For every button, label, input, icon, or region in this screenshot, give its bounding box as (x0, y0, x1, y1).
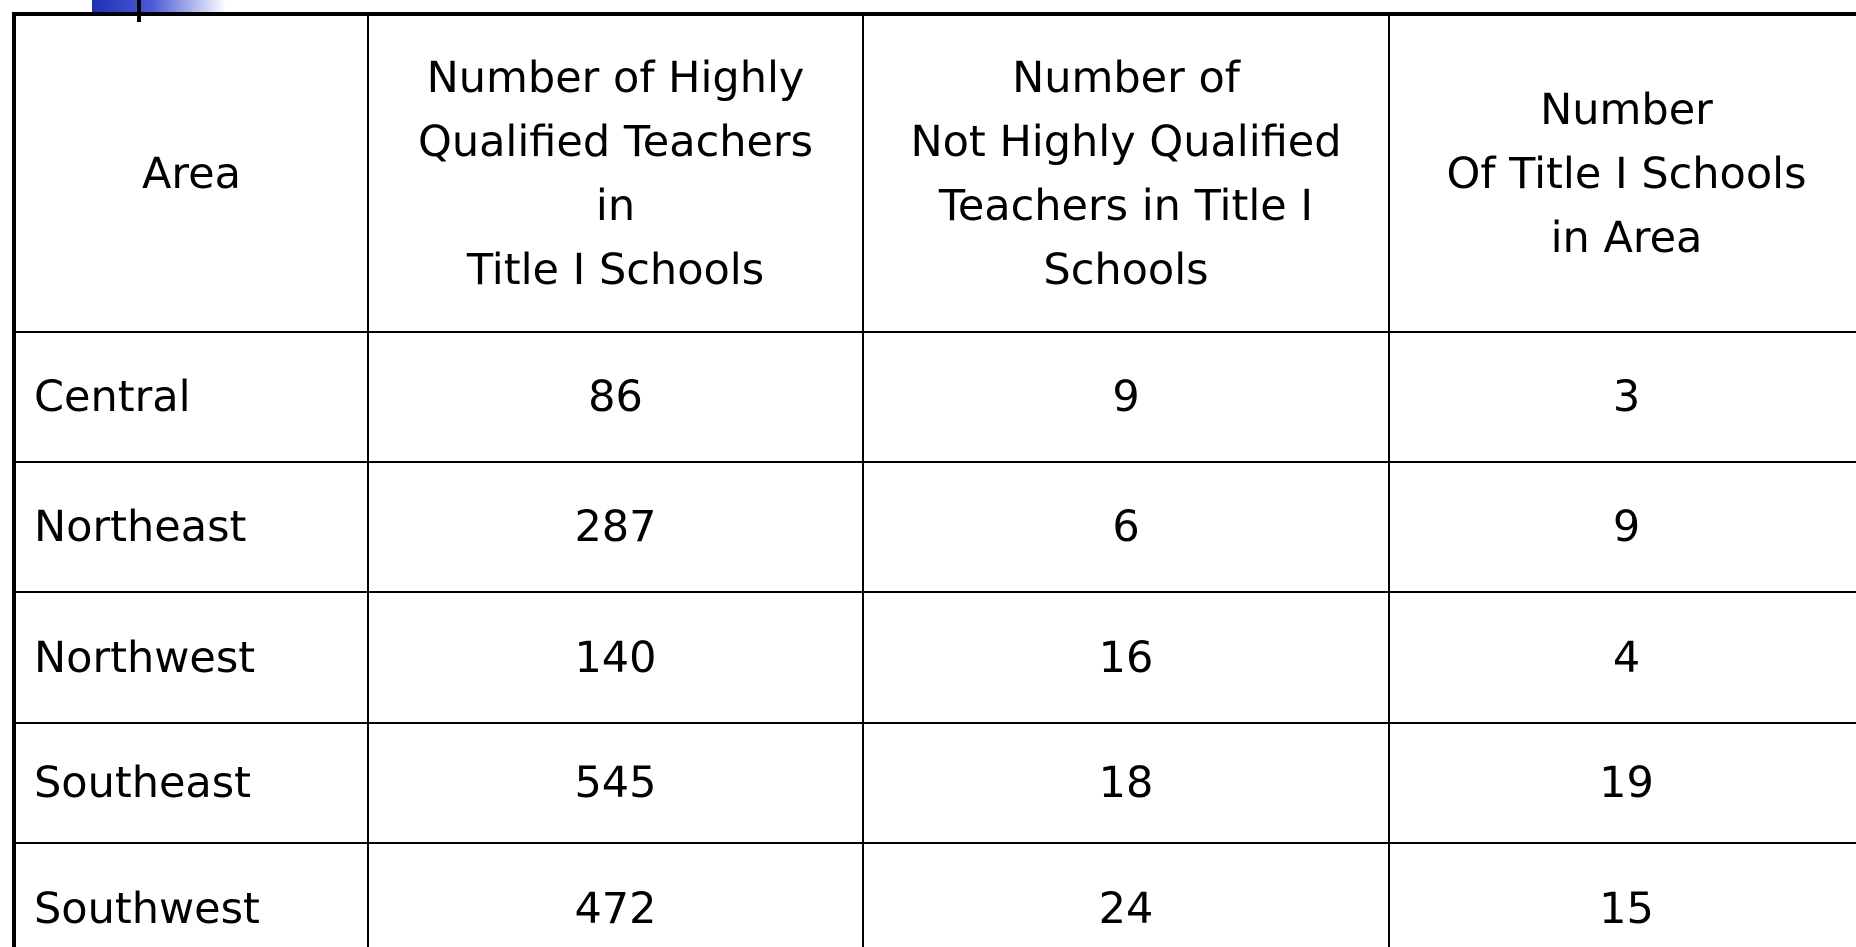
header-line: Number of Highly (426, 52, 805, 103)
header-cell: Number Of Title I Schools in Area (1388, 12, 1856, 333)
header-line: Title I Schools (466, 244, 765, 295)
header-line: Teachers in Title I (938, 180, 1314, 231)
area-cell: Northeast (12, 461, 369, 593)
slide-decoration (92, 0, 226, 14)
header-cell: Number of Not Highly Qualified Teachers in… (862, 12, 1390, 333)
number-cell: 140 (367, 591, 864, 724)
number-cell: 16 (862, 591, 1390, 724)
number-cell: 4 (1388, 591, 1856, 724)
table-body: Area Number of Highly Qualified Teachers in… (12, 12, 1856, 947)
area-cell: Southwest (12, 842, 369, 947)
slide-decoration (137, 0, 141, 22)
data-row: Central 86 9 3 (12, 331, 1856, 463)
area-cell: Northwest (12, 591, 369, 724)
header-line: Area (142, 148, 241, 199)
area-cell: Central (12, 331, 369, 463)
number-cell: 9 (862, 331, 1390, 463)
number-cell: 472 (367, 842, 864, 947)
table-frame: Area Number of Highly Qualified Teachers in… (12, 12, 1856, 947)
number-cell: 9 (1388, 461, 1856, 593)
area-cell: Southeast (12, 722, 369, 844)
number-cell: 6 (862, 461, 1390, 593)
header-line: Number of (1012, 52, 1240, 103)
header-line: in (595, 180, 636, 231)
header-line: Schools (1043, 244, 1209, 295)
data-row: Southwest 472 24 15 (12, 842, 1856, 947)
header-line: Not Highly Qualified (910, 116, 1342, 167)
header-line: Of Title I Schools (1446, 148, 1807, 199)
number-cell: 287 (367, 461, 864, 593)
header-cell: Area (12, 12, 369, 333)
data-table: Area Number of Highly Qualified Teachers in… (12, 12, 1856, 947)
data-row: Southeast 545 18 19 (12, 722, 1856, 844)
header-row: Area Number of Highly Qualified Teachers in… (12, 12, 1856, 333)
number-cell: 545 (367, 722, 864, 844)
header-line: Number (1540, 84, 1713, 135)
header-line: Qualified Teachers (417, 116, 814, 167)
number-cell: 15 (1388, 842, 1856, 947)
data-row: Northeast 287 6 9 (12, 461, 1856, 593)
number-cell: 24 (862, 842, 1390, 947)
data-row: Northwest 140 16 4 (12, 591, 1856, 724)
number-cell: 3 (1388, 331, 1856, 463)
header-line: in Area (1550, 212, 1703, 263)
header-cell: Number of Highly Qualified Teachers in Titl… (367, 12, 864, 333)
number-cell: 86 (367, 331, 864, 463)
number-cell: 19 (1388, 722, 1856, 844)
number-cell: 18 (862, 722, 1390, 844)
